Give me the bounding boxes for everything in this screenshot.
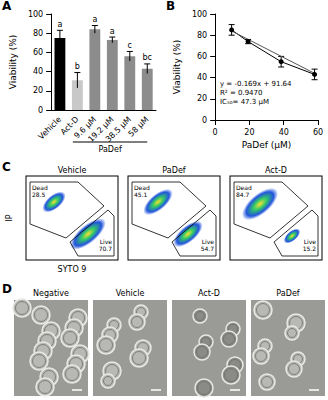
svg-text:40: 40	[33, 67, 43, 76]
svg-text:60: 60	[313, 128, 323, 137]
svg-text:60: 60	[33, 48, 43, 57]
svg-text:28.5: 28.5	[32, 191, 46, 198]
svg-text:40: 40	[279, 128, 289, 137]
svg-text:a: a	[110, 27, 115, 36]
svg-text:Dead: Dead	[236, 184, 252, 191]
svg-text:c: c	[128, 41, 132, 50]
svg-text:IC₅₀= 47.3 µM: IC₅₀= 47.3 µM	[220, 98, 269, 106]
svg-text:IP: IP	[5, 214, 14, 221]
svg-text:a: a	[92, 15, 97, 24]
svg-text:bc: bc	[143, 53, 152, 62]
svg-text:Act-D: Act-D	[198, 289, 220, 298]
svg-text:Act-D: Act-D	[265, 166, 287, 175]
svg-text:20: 20	[33, 86, 43, 95]
svg-text:100: 100	[28, 10, 43, 19]
svg-text:0: 0	[202, 116, 207, 125]
svg-text:9.6 µM: 9.6 µM	[72, 114, 98, 141]
svg-text:PaDef: PaDef	[276, 289, 299, 298]
svg-text:a: a	[57, 20, 62, 29]
svg-text:15.2: 15.2	[303, 245, 317, 252]
svg-text:Dead: Dead	[134, 184, 150, 191]
svg-text:19.2 µM: 19.2 µM	[86, 114, 116, 144]
svg-text:80: 80	[197, 31, 207, 40]
svg-text:70.7: 70.7	[99, 245, 113, 252]
svg-text:Vehicle: Vehicle	[116, 289, 145, 298]
svg-text:Vehicle: Vehicle	[58, 166, 87, 175]
svg-text:b: b	[75, 62, 80, 71]
svg-text:100: 100	[192, 10, 207, 19]
svg-text:A: A	[2, 0, 12, 13]
svg-text:R² = 0.9470: R² = 0.9470	[220, 89, 262, 97]
svg-text:D: D	[2, 282, 12, 296]
svg-text:54.7: 54.7	[201, 245, 215, 252]
svg-text:0: 0	[213, 128, 218, 137]
svg-text:20: 20	[244, 128, 254, 137]
svg-text:40: 40	[197, 73, 207, 82]
svg-text:Live: Live	[202, 238, 215, 245]
svg-text:45.1: 45.1	[134, 191, 148, 198]
svg-text:20: 20	[197, 94, 207, 103]
svg-text:Dead: Dead	[32, 184, 48, 191]
svg-text:Vehicle: Vehicle	[37, 115, 64, 142]
svg-text:80: 80	[33, 29, 43, 38]
svg-text:PaDef (µM): PaDef (µM)	[242, 140, 292, 150]
svg-text:Live: Live	[304, 238, 317, 245]
svg-text:Act-D: Act-D	[58, 114, 81, 137]
svg-text:60: 60	[197, 52, 207, 61]
svg-text:0: 0	[38, 106, 43, 115]
svg-text:Live: Live	[100, 238, 113, 245]
svg-text:Negative: Negative	[33, 289, 69, 298]
svg-text:Viability (%): Viability (%)	[172, 40, 182, 94]
svg-text:Viability (%): Viability (%)	[8, 35, 18, 89]
svg-text:C: C	[2, 160, 11, 174]
svg-text:SYTO 9: SYTO 9	[58, 265, 87, 274]
svg-text:PaDef: PaDef	[162, 166, 185, 175]
svg-text:58 µM: 58 µM	[127, 115, 151, 139]
svg-text:38.5 µM: 38.5 µM	[103, 114, 133, 144]
svg-text:B: B	[166, 0, 175, 13]
svg-text:84.7: 84.7	[236, 191, 250, 198]
svg-text:PaDef: PaDef	[98, 145, 121, 154]
svg-text:y = -0.169x + 91.64: y = -0.169x + 91.64	[220, 80, 292, 88]
